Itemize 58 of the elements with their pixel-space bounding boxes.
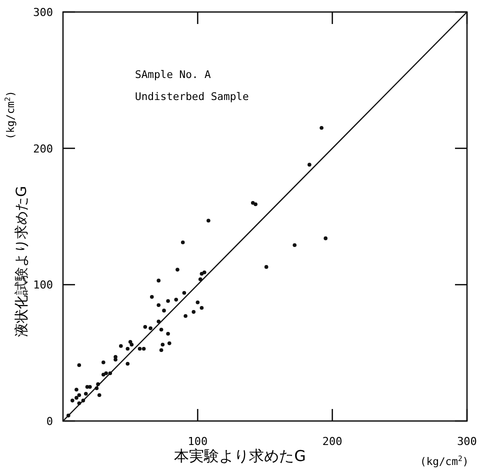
point: [119, 344, 123, 348]
point: [142, 346, 146, 351]
point: [264, 265, 268, 269]
point: [162, 308, 166, 312]
annotation: Undisterbed Sample: [135, 91, 249, 103]
point: [138, 346, 142, 351]
annotation: SAmple No. A: [135, 69, 212, 81]
point: [320, 126, 324, 130]
point: [126, 362, 130, 366]
point: [200, 306, 204, 310]
point: [160, 342, 165, 347]
point: [176, 268, 180, 272]
point: [174, 298, 178, 302]
point: [148, 326, 152, 330]
point: [130, 342, 134, 347]
y-tick-label: 200: [33, 142, 53, 156]
point: [180, 240, 185, 244]
point: [192, 310, 196, 314]
point: [84, 392, 88, 396]
point: [156, 278, 161, 282]
point: [156, 303, 161, 308]
y-tick-label: 100: [33, 278, 53, 292]
x-tick-label: 300: [457, 435, 477, 448]
y-axis-title: 液状化試験より求めたG: [14, 186, 30, 337]
point: [166, 332, 170, 336]
point: [150, 295, 154, 299]
text: (kg/cm$^{2}$): [420, 454, 469, 468]
point: [324, 236, 328, 240]
point: [77, 363, 82, 368]
point: [114, 355, 118, 359]
x-tick-label: 200: [322, 435, 342, 448]
point: [74, 388, 78, 392]
point: [167, 341, 172, 346]
point: [206, 218, 210, 222]
point: [102, 360, 106, 364]
x-tick-label: 100: [188, 435, 208, 448]
point: [156, 320, 161, 324]
point: [202, 270, 206, 274]
point: [184, 314, 188, 318]
point: [77, 393, 82, 397]
point: [70, 398, 74, 402]
x-axis-title: 本実験より求めたG: [174, 447, 306, 465]
point: [126, 346, 130, 351]
point: [196, 300, 200, 304]
point: [308, 162, 312, 167]
point: [104, 371, 108, 376]
point: [159, 328, 164, 332]
point: [292, 243, 297, 248]
point: [182, 290, 186, 295]
y-tick-label: 300: [33, 6, 53, 19]
point: [143, 325, 148, 329]
point: [97, 393, 102, 397]
point: [88, 385, 92, 389]
point: [254, 202, 258, 206]
point: [74, 396, 78, 400]
point: [166, 299, 170, 303]
y-tick-label: 0: [46, 415, 53, 428]
point: [159, 348, 164, 352]
